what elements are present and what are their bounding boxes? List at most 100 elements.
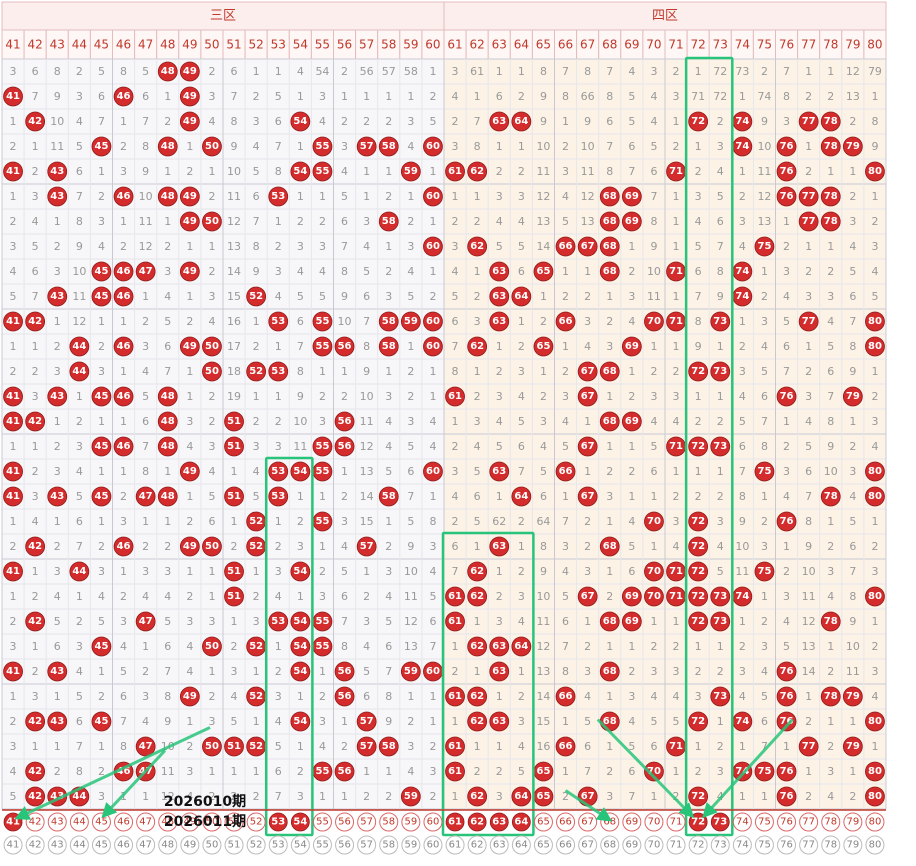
miss-count: 6 <box>827 365 834 378</box>
hit-ball-number: 80 <box>868 716 882 727</box>
column-header-label: 66 <box>558 38 573 52</box>
hit-ball <box>290 561 311 582</box>
footer-ring-next-number: 75 <box>758 840 771 851</box>
hit-ball <box>776 761 797 782</box>
footer-ring-next-number: 45 <box>95 840 108 851</box>
miss-count: 1 <box>54 690 61 703</box>
miss-count: 9 <box>805 540 812 553</box>
hit-ball <box>91 486 112 507</box>
miss-count: 3 <box>76 90 83 103</box>
miss-count: 2 <box>142 540 149 553</box>
miss-count: 4 <box>253 140 260 153</box>
footer-hit-number: 64 <box>514 817 528 828</box>
hit-ball-number: 68 <box>603 366 617 377</box>
miss-count: 4 <box>385 590 392 603</box>
miss-count: 2 <box>474 290 481 303</box>
hit-ball-number: 75 <box>757 566 771 577</box>
hit-ball <box>91 636 112 657</box>
footer-ring-next <box>865 835 885 855</box>
miss-count: 2 <box>783 440 790 453</box>
miss-count: 1 <box>186 140 193 153</box>
miss-count: 2 <box>341 115 348 128</box>
column-header-label: 79 <box>845 38 860 52</box>
miss-count: 3 <box>518 190 525 203</box>
hit-ball-number: 56 <box>338 416 352 427</box>
hit-ball <box>400 311 421 332</box>
miss-count: 9 <box>650 240 657 253</box>
miss-count: 5 <box>673 715 680 728</box>
miss-count: 2 <box>208 390 215 403</box>
miss-count: 4 <box>518 740 525 753</box>
footer-ring <box>754 812 774 832</box>
miss-count: 3 <box>297 790 304 803</box>
miss-count: 1 <box>496 690 503 703</box>
footer-ring-number: 65 <box>537 817 550 828</box>
miss-count: 6 <box>120 690 127 703</box>
hit-ball-number: 63 <box>492 716 506 727</box>
miss-count: 4 <box>429 565 436 578</box>
miss-count: 2 <box>717 665 724 678</box>
hit-ball <box>599 236 620 257</box>
miss-count: 4 <box>407 140 414 153</box>
hit-ball <box>157 186 178 207</box>
miss-count: 1 <box>186 290 193 303</box>
miss-count: 2 <box>253 415 260 428</box>
hit-ball <box>268 611 289 632</box>
footer-ring-next <box>710 835 730 855</box>
miss-count: 2 <box>717 740 724 753</box>
miss-count: 1 <box>54 215 61 228</box>
hit-ball <box>688 561 709 582</box>
hit-ball-number: 55 <box>315 441 329 452</box>
miss-count: 4 <box>407 765 414 778</box>
miss-count: 1 <box>142 790 149 803</box>
footer-ring-number: 70 <box>648 817 661 828</box>
miss-count: 4 <box>761 340 768 353</box>
hit-ball <box>599 186 620 207</box>
hit-ball-number: 58 <box>382 316 396 327</box>
miss-count: 1 <box>341 790 348 803</box>
miss-count: 1 <box>10 440 17 453</box>
miss-count: 2 <box>297 515 304 528</box>
miss-count: 4 <box>98 240 105 253</box>
hit-ball-number: 55 <box>315 616 329 627</box>
miss-count: 71 <box>691 90 705 103</box>
miss-count: 4 <box>297 265 304 278</box>
hit-ball <box>312 161 333 182</box>
miss-count: 11 <box>536 615 550 628</box>
footer-ring-next-number: 58 <box>382 840 395 851</box>
miss-count: 2 <box>805 790 812 803</box>
miss-count: 1 <box>695 65 702 78</box>
miss-count: 7 <box>474 115 481 128</box>
miss-count: 1 <box>10 190 17 203</box>
footer-ring-next <box>489 835 509 855</box>
miss-count: 2 <box>98 190 105 203</box>
miss-count: 2 <box>54 765 61 778</box>
miss-count: 4 <box>496 415 503 428</box>
miss-count: 1 <box>98 465 105 478</box>
hit-ball <box>91 386 112 407</box>
miss-count: 3 <box>849 215 856 228</box>
miss-count: 2 <box>518 165 525 178</box>
hit-ball-number: 51 <box>227 591 241 602</box>
miss-count: 3 <box>363 215 370 228</box>
footer-ring-number: 46 <box>117 817 130 828</box>
miss-count: 2 <box>562 140 569 153</box>
hit-ball <box>599 361 620 382</box>
miss-count: 3 <box>32 390 39 403</box>
miss-count: 1 <box>98 740 105 753</box>
footer-ring <box>777 812 797 832</box>
miss-count: 8 <box>120 65 127 78</box>
miss-count: 8 <box>297 365 304 378</box>
hit-ball <box>489 286 510 307</box>
miss-count: 58 <box>404 65 418 78</box>
miss-count: 2 <box>871 640 878 653</box>
miss-count: 2 <box>10 715 17 728</box>
hit-ball <box>179 186 200 207</box>
miss-count: 11 <box>139 215 153 228</box>
miss-count: 1 <box>429 490 436 503</box>
miss-count: 2 <box>98 690 105 703</box>
miss-count: 6 <box>452 315 459 328</box>
miss-count: 2 <box>827 90 834 103</box>
hit-ball-number: 71 <box>669 166 683 177</box>
miss-count: 1 <box>10 590 17 603</box>
